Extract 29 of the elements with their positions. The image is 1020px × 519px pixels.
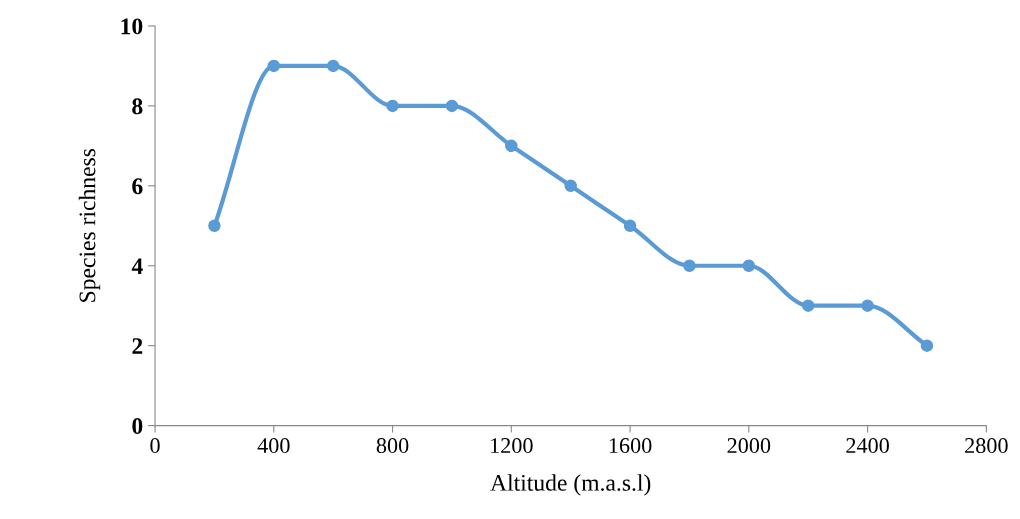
point (326, 59, 340, 73)
y-tick-label: 6 (132, 178, 143, 195)
point (445, 99, 459, 113)
point (386, 99, 399, 113)
y-tick-label: 0 (132, 418, 143, 434)
y-tick-label: 8 (132, 98, 143, 115)
x-tick-label: 2400 (846, 438, 889, 454)
x-tick-label: 1200 (491, 438, 533, 454)
point (861, 299, 874, 312)
point (742, 259, 756, 272)
x-tick-label: 800 (376, 438, 409, 454)
point (505, 139, 518, 153)
point (683, 259, 696, 272)
x-axis-title: Altitude (m.a.s.l) (490, 474, 651, 496)
y-axis-title: Species richness (78, 148, 101, 302)
point (801, 299, 815, 312)
x-tick-label: 0 (150, 438, 160, 454)
point (267, 59, 281, 73)
point (564, 179, 577, 193)
y-tick-label: 4 (131, 258, 143, 274)
y-tick-label: 2 (132, 338, 143, 354)
x-tick-label: 2000 (727, 438, 771, 454)
point (208, 219, 221, 233)
y-tick-label: 10 (121, 18, 143, 35)
x-tick-label: 400 (257, 438, 290, 454)
x-tick-label: 1600 (609, 438, 652, 454)
point (623, 219, 637, 233)
point (920, 339, 934, 352)
x-tick-label: 2800 (965, 438, 1008, 454)
